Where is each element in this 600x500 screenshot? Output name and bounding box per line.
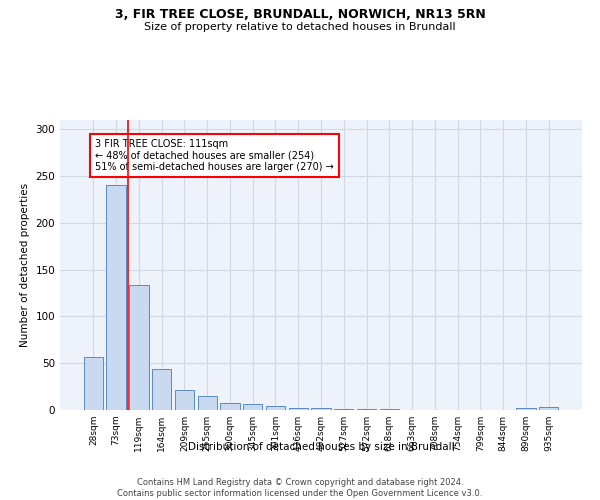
Bar: [289, 408, 308, 410]
Bar: [129, 284, 149, 410]
Bar: [175, 390, 194, 410]
Text: 3, FIR TREE CLOSE, BRUNDALL, NORWICH, NR13 5RN: 3, FIR TREE CLOSE, BRUNDALL, NORWICH, NR…: [115, 8, 485, 20]
Bar: [539, 407, 558, 410]
Bar: [357, 409, 376, 410]
Bar: [516, 408, 536, 410]
Bar: [334, 409, 353, 410]
Text: Contains HM Land Registry data © Crown copyright and database right 2024.
Contai: Contains HM Land Registry data © Crown c…: [118, 478, 482, 498]
Bar: [243, 404, 262, 410]
Text: Distribution of detached houses by size in Brundall: Distribution of detached houses by size …: [188, 442, 454, 452]
Text: Size of property relative to detached houses in Brundall: Size of property relative to detached ho…: [144, 22, 456, 32]
Y-axis label: Number of detached properties: Number of detached properties: [20, 183, 30, 347]
Bar: [197, 396, 217, 410]
Bar: [220, 404, 239, 410]
Bar: [311, 408, 331, 410]
Bar: [152, 369, 172, 410]
Bar: [380, 409, 399, 410]
Bar: [84, 356, 103, 410]
Bar: [106, 184, 126, 410]
Text: 3 FIR TREE CLOSE: 111sqm
← 48% of detached houses are smaller (254)
51% of semi-: 3 FIR TREE CLOSE: 111sqm ← 48% of detach…: [95, 138, 334, 172]
Bar: [266, 406, 285, 410]
